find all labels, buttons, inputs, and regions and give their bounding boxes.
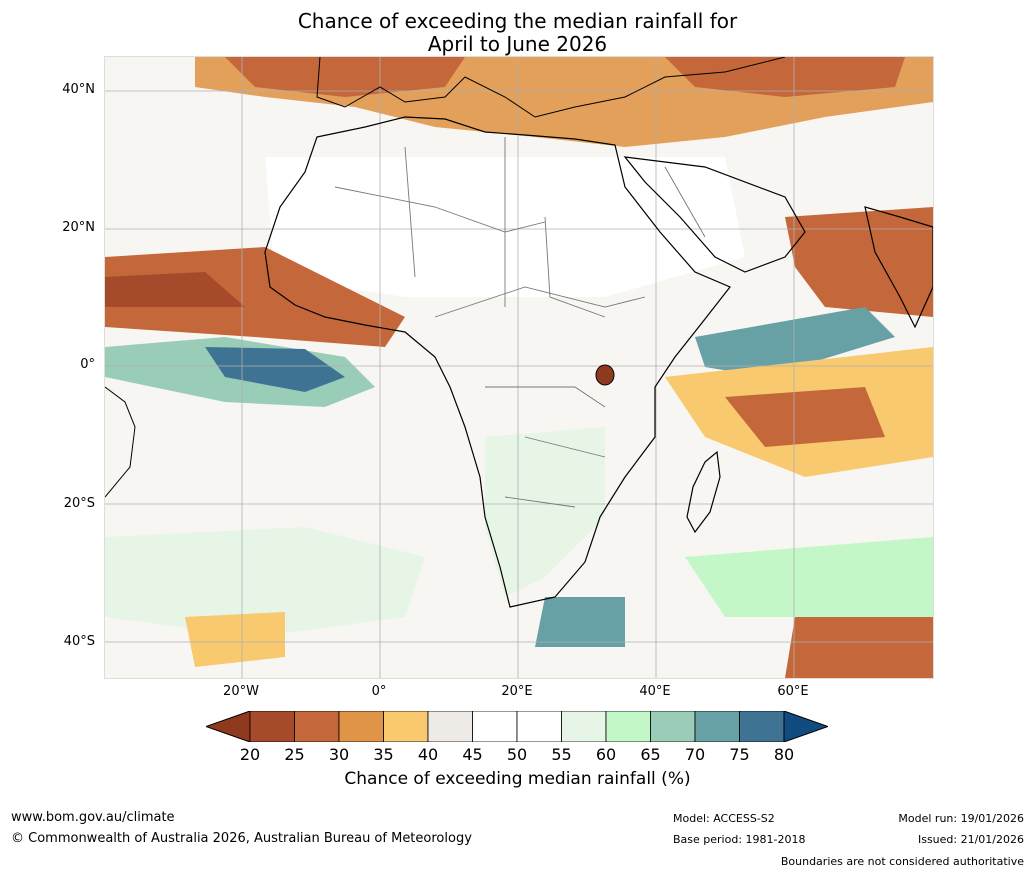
colorbar-tick-label: 75 <box>729 745 750 764</box>
colorbar-tick-label: 60 <box>595 745 617 764</box>
lat-label-40n: 40°N <box>62 82 95 97</box>
colorbar-segment <box>605 711 651 742</box>
dry-region-west-africa <box>105 247 405 347</box>
colorbar-segment <box>383 711 429 742</box>
colorbar-low-extension <box>206 711 251 742</box>
colorbar <box>206 711 828 742</box>
wet-region-south-atlantic <box>105 527 425 637</box>
colorbar-segment <box>294 711 340 742</box>
dry-patch-south-atlantic <box>185 612 285 667</box>
country-borders <box>334 137 706 508</box>
lat-label-0: 0° <box>80 357 95 372</box>
colorbar-tick-label: 30 <box>328 745 350 764</box>
colorbar-segment <box>561 711 607 742</box>
colorbar-tick-label: 40 <box>417 745 439 764</box>
colorbar-tick-label: 45 <box>462 745 483 764</box>
colorbar-tick-label: 55 <box>551 745 572 764</box>
colorbar-segment <box>249 711 295 742</box>
lat-label-40s: 40°S <box>63 634 95 649</box>
lake-victoria <box>595 364 615 386</box>
colorbar-segment <box>427 711 473 742</box>
europe-coastline <box>316 57 786 118</box>
india-coastline <box>864 206 933 329</box>
wet-core-atlantic <box>205 347 345 392</box>
wet-region-south-indian <box>685 537 933 617</box>
wet-core-south <box>535 597 625 647</box>
colorbar-segment <box>739 711 785 742</box>
dry-region-southeast <box>785 617 933 678</box>
lon-label-60e: 60°E <box>777 684 809 699</box>
colorbar-tick-label: 35 <box>373 745 394 764</box>
wet-region-southern-africa <box>485 427 605 597</box>
colorbar-tick-label: 25 <box>284 745 305 764</box>
colorbar-tick-label: 70 <box>684 745 706 764</box>
colorbar-segment <box>338 711 384 742</box>
colorbar-tick-label: 65 <box>640 745 661 764</box>
lon-label-20e: 20°E <box>501 684 533 699</box>
dry-core-nw <box>225 57 465 97</box>
africa-coastline <box>264 116 731 608</box>
colorbar-tick-label: 50 <box>506 745 528 764</box>
south-america-coastline <box>105 386 136 498</box>
rainfall-map <box>104 56 934 679</box>
lat-label-20s: 20°S <box>63 496 95 511</box>
madagascar-coastline <box>686 450 721 534</box>
colorbar-segment <box>516 711 562 742</box>
dry-core-indian-ocean <box>725 387 885 447</box>
footer-disclaimer: Boundaries are not considered authoritat… <box>780 855 1024 868</box>
colorbar-tick-label: 20 <box>239 745 261 764</box>
footer-issued: Issued: 21/01/2026 <box>917 833 1024 846</box>
title-line-2: April to June 2026 <box>427 32 608 56</box>
colorbar-label: Chance of exceeding median rainfall (%) <box>344 769 691 789</box>
colorbar-tick-label: 80 <box>773 745 795 764</box>
footer-model-run: Model run: 19/01/2026 <box>898 812 1024 825</box>
arabia-coastline <box>623 156 806 273</box>
title-line-1: Chance of exceeding the median rainfall … <box>297 9 738 33</box>
dry-core-west <box>105 272 245 307</box>
colorbar-high-extension <box>783 711 828 742</box>
map-canvas <box>105 57 933 678</box>
lat-label-20n: 20°N <box>62 220 95 235</box>
footer-copyright: © Commonwealth of Australia 2026, Austra… <box>11 831 472 846</box>
colorbar-segment <box>472 711 518 742</box>
map-title: Chance of exceeding the median rainfall … <box>0 10 1035 56</box>
lon-label-40e: 40°E <box>639 684 671 699</box>
colorbar-segment <box>650 711 696 742</box>
wet-region-indian-ocean <box>695 307 895 377</box>
colorbar-segment <box>694 711 740 742</box>
dry-core-ne <box>665 57 905 97</box>
lon-label-0: 0° <box>371 684 387 699</box>
footer-base-period: Base period: 1981-2018 <box>673 833 806 846</box>
lon-label-20w: 20°W <box>223 684 259 699</box>
graticule <box>105 57 933 678</box>
footer-website[interactable]: www.bom.gov.au/climate <box>11 810 175 825</box>
footer-model: Model: ACCESS-S2 <box>673 812 775 825</box>
